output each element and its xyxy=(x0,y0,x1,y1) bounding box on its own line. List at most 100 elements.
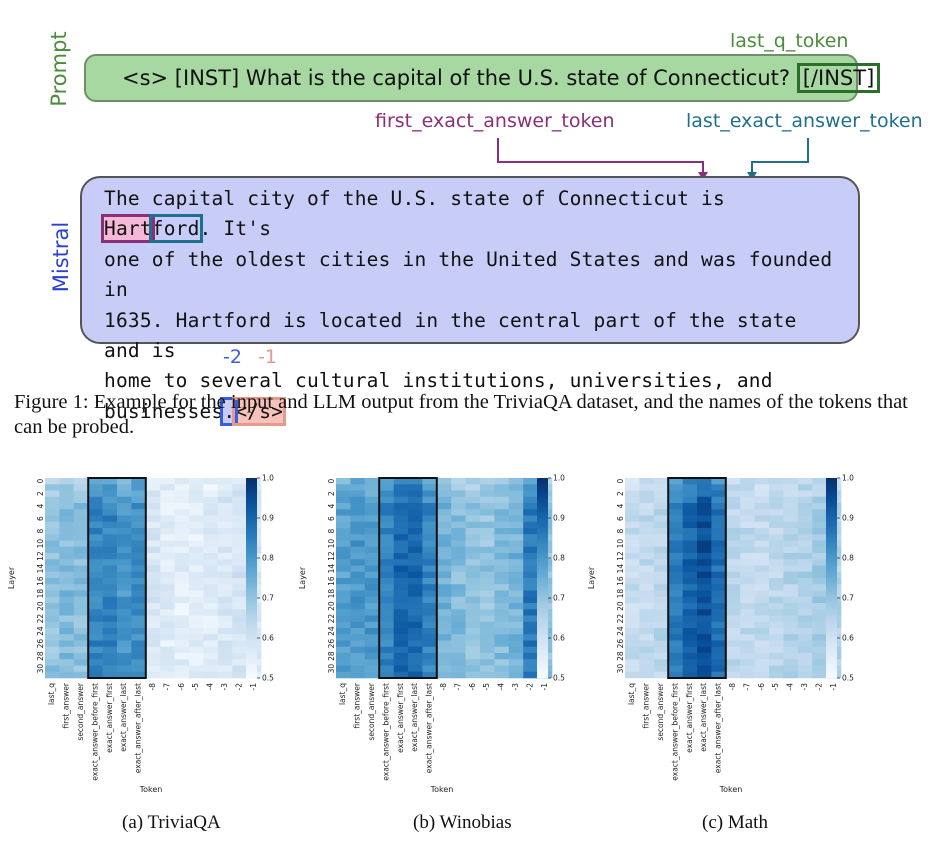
heatmap-cell xyxy=(59,478,75,485)
heatmap-cell xyxy=(422,596,438,604)
heatmap-cell xyxy=(725,615,741,623)
heatmap-cell xyxy=(131,665,147,673)
heatmap-cell xyxy=(393,478,409,485)
heatmap-cell xyxy=(783,578,799,585)
heatmap-cell xyxy=(379,521,394,529)
heatmap-cell xyxy=(639,590,655,598)
heatmap-cell xyxy=(508,578,524,585)
heatmap-cell xyxy=(797,565,813,573)
heatmap-cell xyxy=(117,621,132,629)
heatmap-cell xyxy=(189,665,204,673)
heatmap-cell xyxy=(59,640,75,648)
heatmap-cell xyxy=(102,490,118,498)
heatmap-cell xyxy=(783,509,799,516)
heatmap-cell xyxy=(408,659,423,666)
heatmap-cell xyxy=(494,571,510,579)
heatmap-cell xyxy=(465,496,481,504)
heatmap-cell xyxy=(639,528,655,535)
heatmap-cell xyxy=(88,546,103,554)
heatmap-cell xyxy=(697,615,712,623)
heatmap-cell xyxy=(668,478,683,485)
heatmap-cell xyxy=(422,634,438,641)
heatmap-cell xyxy=(160,615,175,623)
heatmap-cell xyxy=(88,628,103,635)
heatmap-cell xyxy=(668,521,683,529)
heatmap-cell xyxy=(232,540,247,548)
heatmap-cell xyxy=(45,490,60,498)
heatmap-cell xyxy=(653,559,669,566)
heatmap-cell xyxy=(203,590,219,598)
heatmap-cell xyxy=(232,553,247,560)
heatmap-cell xyxy=(523,646,538,654)
heatmap-cell xyxy=(769,534,784,541)
heatmap-cell xyxy=(639,640,655,648)
heatmap-cell xyxy=(740,534,755,541)
heatmap-cell xyxy=(639,540,655,548)
colorbar-tick-label: 0.9 xyxy=(262,514,274,523)
heatmap-cell xyxy=(131,640,147,648)
heatmap-cell xyxy=(131,496,147,504)
heatmap-cell xyxy=(812,521,827,529)
heatmap-cell xyxy=(217,521,233,529)
heatmap-cell xyxy=(783,640,799,648)
heatmap-cell xyxy=(232,640,247,648)
heatmap-cell xyxy=(725,515,741,523)
heatmap-cell xyxy=(45,665,60,673)
heatmap-cell xyxy=(451,546,466,554)
heatmap-cell xyxy=(523,653,538,660)
heatmap-cell xyxy=(494,628,510,635)
heatmap-cell xyxy=(639,490,655,498)
heatmap-cell xyxy=(45,484,60,491)
heatmap-cell xyxy=(408,671,423,679)
heatmap-cell xyxy=(711,515,727,523)
heatmap-cell xyxy=(131,578,147,585)
heatmap-cell xyxy=(625,615,640,623)
heatmap-cell xyxy=(145,628,161,635)
first-token-arrow xyxy=(497,138,704,178)
heatmap-cell xyxy=(682,609,698,616)
heatmap-cell xyxy=(769,478,784,485)
y-tick-label: 20 xyxy=(327,601,336,611)
heatmap-cell xyxy=(436,603,452,610)
heatmap-cell xyxy=(88,565,103,573)
heatmap-cell xyxy=(102,534,118,541)
heatmap-cell xyxy=(711,559,727,566)
x-tick-label: -8 xyxy=(728,683,737,691)
heatmap-cell xyxy=(725,634,741,641)
heatmap-cell xyxy=(465,646,481,654)
heatmap-cell xyxy=(88,621,103,629)
x-tick-label: first_answer xyxy=(62,682,71,728)
heatmap-cell xyxy=(783,584,799,591)
heatmap-cell xyxy=(408,496,423,504)
heatmap-cell xyxy=(625,621,640,629)
heatmap-cell xyxy=(217,628,233,635)
heatmap-cell xyxy=(88,553,103,560)
heatmap-cell xyxy=(465,634,481,641)
heatmap-cell xyxy=(508,634,524,641)
heatmap-cell xyxy=(336,628,351,635)
index-minus-2: -2 xyxy=(223,346,242,368)
heatmap-cell xyxy=(812,534,827,541)
heatmap-cell xyxy=(783,490,799,498)
heatmap-cell xyxy=(422,653,438,660)
heatmap-cell xyxy=(639,478,655,485)
heatmap-cell xyxy=(131,490,147,498)
heatmap-cell xyxy=(697,634,712,641)
heatmap-cell xyxy=(625,646,640,654)
heatmap-cell xyxy=(145,640,161,648)
heatmap-cell xyxy=(436,659,452,666)
heatmap-cell xyxy=(379,634,394,641)
heatmap-cell xyxy=(682,634,698,641)
heatmap-cell xyxy=(408,653,423,660)
heatmap-cell xyxy=(422,640,438,648)
heatmap-cell xyxy=(393,503,409,510)
heatmap-cell xyxy=(160,565,175,573)
heatmap-cell xyxy=(102,571,118,579)
heatmap-cell xyxy=(480,628,495,635)
heatmap-cell xyxy=(508,565,524,573)
heatmap-cell xyxy=(379,640,394,648)
heatmap-cell xyxy=(436,515,452,523)
heatmap-cell xyxy=(783,503,799,510)
heatmap-cell xyxy=(769,540,784,548)
